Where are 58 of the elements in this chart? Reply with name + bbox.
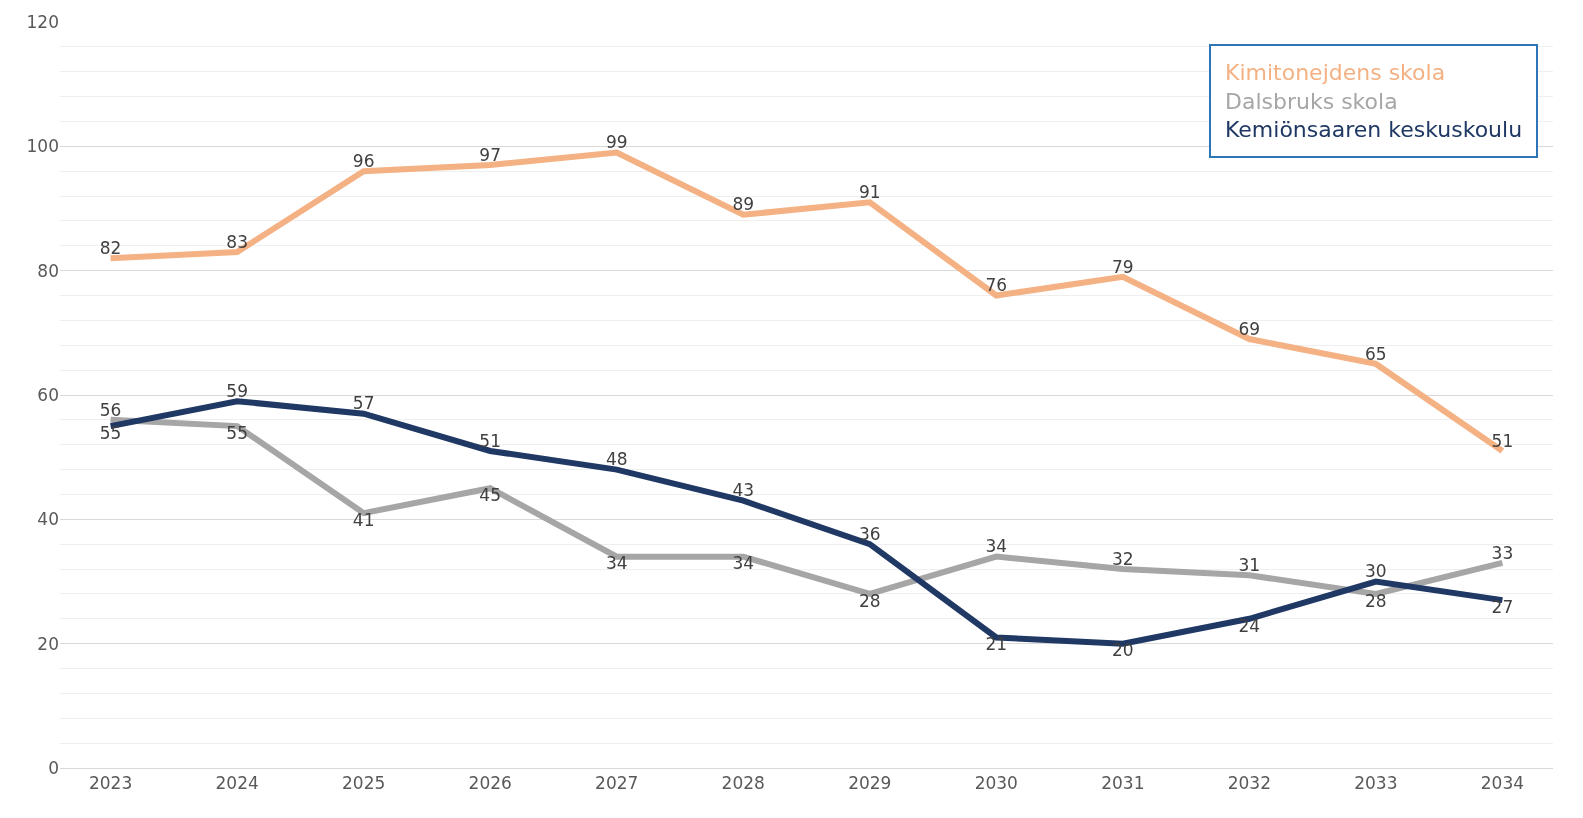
data-label: 79 — [1111, 256, 1134, 277]
y-tick-label: 20 — [37, 633, 59, 654]
data-label: 21 — [985, 634, 1008, 655]
y-tick-label: 40 — [37, 509, 59, 530]
x-tick-label: 2025 — [342, 773, 386, 794]
y-tick-label: 0 — [48, 757, 59, 778]
x-tick-label: 2032 — [1227, 773, 1271, 794]
data-label: 82 — [99, 237, 122, 258]
data-label: 31 — [1238, 555, 1261, 576]
x-tick-label: 2026 — [468, 773, 512, 794]
data-label: 76 — [985, 275, 1008, 296]
data-label: 24 — [1238, 615, 1261, 636]
data-label: 51 — [1491, 430, 1514, 451]
data-label: 28 — [858, 590, 881, 611]
data-label: 28 — [1365, 590, 1387, 611]
x-tick-label: 2034 — [1480, 773, 1525, 794]
data-label: 55 — [99, 422, 122, 443]
data-label: 34 — [605, 553, 628, 574]
data-label: 36 — [858, 523, 881, 544]
data-label: 33 — [1491, 542, 1514, 563]
data-label: 59 — [226, 380, 248, 401]
data-label: 56 — [99, 399, 122, 420]
data-label: 83 — [226, 231, 248, 252]
x-tick-label: 2027 — [595, 773, 639, 794]
data-label: 48 — [605, 449, 628, 470]
text: Dalsbruks skola — [1225, 88, 1398, 114]
y-tick-label: 100 — [26, 136, 59, 157]
data-label: 20 — [1111, 640, 1134, 661]
y-tick-label: 60 — [37, 384, 59, 405]
data-label: 43 — [732, 480, 755, 501]
x-tick-label: 2024 — [215, 773, 259, 794]
x-tick-label: 2033 — [1354, 773, 1398, 794]
data-label: 27 — [1491, 596, 1514, 617]
data-label: 91 — [858, 182, 881, 203]
y-tick-label: 80 — [37, 260, 59, 281]
x-tick-label: 2029 — [848, 773, 892, 794]
data-label: 34 — [732, 553, 755, 574]
data-label: 30 — [1365, 561, 1387, 582]
data-label: 51 — [479, 430, 502, 451]
data-label: 69 — [1238, 318, 1261, 339]
data-label: 34 — [985, 536, 1008, 557]
data-label: 89 — [732, 194, 755, 215]
text: Kimitonejdens skola — [1225, 60, 1446, 85]
data-label: 45 — [479, 485, 502, 505]
x-tick-label: 2028 — [721, 773, 765, 794]
data-label: 99 — [605, 132, 628, 153]
data-label: 97 — [479, 144, 502, 165]
data-label: 57 — [352, 393, 375, 414]
x-tick-label: 2031 — [1101, 773, 1145, 794]
x-tick-label: 2023 — [88, 773, 133, 794]
data-label: 96 — [352, 150, 375, 171]
data-label: 32 — [1111, 548, 1134, 569]
text: Kemiönsaaren keskuskoulu — [1225, 117, 1523, 143]
x-tick-label: 2030 — [974, 773, 1018, 794]
data-label: 41 — [352, 509, 375, 530]
y-tick-label: 120 — [26, 11, 59, 32]
data-label: 55 — [226, 422, 248, 443]
data-label: 65 — [1365, 343, 1387, 364]
